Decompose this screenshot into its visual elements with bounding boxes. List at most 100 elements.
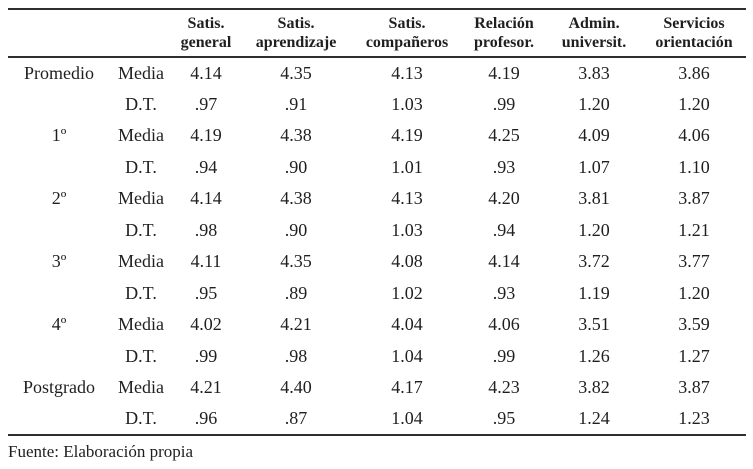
stat-label: D.T. bbox=[110, 403, 172, 436]
table-cell: 3.59 bbox=[678, 314, 710, 335]
table-cell: 4.14 bbox=[190, 188, 222, 209]
table-cell: 4.04 bbox=[391, 314, 423, 335]
table-cell: 4.02 bbox=[190, 314, 222, 335]
table-cell: .96 bbox=[172, 403, 240, 436]
table-cell: .98 bbox=[194, 219, 218, 240]
table-cell: .87 bbox=[240, 403, 352, 436]
satisfaction-statistics-table: Satis. general Satis. aprendizaje Satis. co… bbox=[8, 8, 746, 436]
table-cell: .90 bbox=[284, 219, 308, 240]
table-row-promedio-media: Promedio Media 4.14 4.35 4.13 4.19 3.83 … bbox=[8, 57, 746, 89]
table-cell: 3.82 bbox=[578, 377, 610, 398]
column-header-line: general bbox=[180, 34, 232, 51]
table-cell: .98 bbox=[284, 345, 308, 366]
column-header-satis-aprendizaje: Satis. aprendizaje bbox=[240, 8, 352, 58]
stat-label: Media bbox=[118, 251, 164, 272]
table-cell: 4.11 bbox=[190, 251, 222, 272]
column-header-line: aprendizaje bbox=[255, 34, 337, 51]
stat-label: Media bbox=[118, 314, 164, 335]
table-cell: .94 bbox=[492, 219, 516, 240]
column-header-satis-general: Satis. general bbox=[172, 8, 240, 58]
table-row-3-media: 3º Media 4.11 4.35 4.08 4.14 3.72 3.77 bbox=[8, 246, 746, 278]
stat-label: Media bbox=[118, 62, 164, 83]
table-cell: 4.25 bbox=[488, 125, 520, 146]
table-cell: 3.87 bbox=[678, 188, 710, 209]
table-cell: 3.51 bbox=[578, 314, 610, 335]
header-row: Satis. general Satis. aprendizaje Satis. co… bbox=[8, 8, 746, 58]
source-note: Fuente: Elaboración propia bbox=[8, 442, 194, 461]
table-row-postgrado-media: Postgrado Media 4.21 4.40 4.17 4.23 3.82… bbox=[8, 372, 746, 404]
table-cell: 1.20 bbox=[578, 93, 610, 114]
table-cell: .95 bbox=[462, 403, 546, 436]
table-cell: 4.19 bbox=[488, 62, 520, 83]
table-cell: 4.14 bbox=[488, 251, 520, 272]
table-cell: 1.26 bbox=[578, 345, 610, 366]
table-cell: 3.81 bbox=[578, 188, 610, 209]
table-row-promedio-dt: D.T. .97 .91 1.03 .99 1.20 1.20 bbox=[8, 89, 746, 121]
column-header-line: profesor. bbox=[474, 34, 534, 51]
column-header-line: Admin. bbox=[568, 15, 620, 32]
row-group-label bbox=[8, 403, 110, 436]
row-group-label: Postgrado bbox=[23, 377, 95, 398]
column-header-line: Relación bbox=[474, 15, 534, 32]
table-cell: 1.20 bbox=[578, 219, 610, 240]
table-cell: 4.23 bbox=[488, 377, 520, 398]
table-cell: .93 bbox=[492, 282, 516, 303]
table-cell: 4.38 bbox=[280, 188, 312, 209]
table-row-4-dt: D.T. .99 .98 1.04 .99 1.26 1.27 bbox=[8, 341, 746, 373]
table-cell: .97 bbox=[194, 93, 218, 114]
stat-label: Media bbox=[118, 125, 164, 146]
table-cell: 1.21 bbox=[678, 219, 710, 240]
stat-label: Media bbox=[118, 188, 164, 209]
table-cell: 1.20 bbox=[678, 282, 710, 303]
table-cell: 1.02 bbox=[391, 282, 423, 303]
table-cell: 4.35 bbox=[280, 62, 312, 83]
table-cell: .90 bbox=[284, 156, 308, 177]
column-header-satis-companeros: Satis. compañeros bbox=[352, 8, 462, 58]
column-header-line: compañeros bbox=[365, 34, 449, 51]
table-row-3-dt: D.T. .95 .89 1.02 .93 1.19 1.20 bbox=[8, 278, 746, 310]
table-cell: 1.20 bbox=[678, 93, 710, 114]
table-cell: 4.06 bbox=[488, 314, 520, 335]
table-row-2-dt: D.T. .98 .90 1.03 .94 1.20 1.21 bbox=[8, 215, 746, 247]
table-cell: .99 bbox=[194, 345, 218, 366]
table-row-1-dt: D.T. .94 .90 1.01 .93 1.07 1.10 bbox=[8, 152, 746, 184]
column-header-line: Satis. bbox=[277, 15, 315, 32]
table-cell: .89 bbox=[284, 282, 308, 303]
table-cell: 1.10 bbox=[678, 156, 710, 177]
table-cell: 3.77 bbox=[678, 251, 710, 272]
stat-label: D.T. bbox=[125, 156, 157, 177]
header-spacer-stat bbox=[110, 8, 172, 58]
table-cell: 4.35 bbox=[280, 251, 312, 272]
table-cell: .91 bbox=[284, 93, 308, 114]
column-header-line: orientación bbox=[655, 34, 733, 51]
table-cell: 4.13 bbox=[391, 62, 423, 83]
table-cell: 4.13 bbox=[391, 188, 423, 209]
row-group-label bbox=[8, 341, 110, 373]
table-row-2-media: 2º Media 4.14 4.38 4.13 4.20 3.81 3.87 bbox=[8, 183, 746, 215]
column-header-line: Satis. bbox=[388, 15, 426, 32]
table-cell: 3.83 bbox=[578, 62, 610, 83]
stat-label: D.T. bbox=[125, 93, 157, 114]
row-group-label bbox=[8, 215, 110, 247]
table-cell: 4.19 bbox=[391, 125, 423, 146]
row-group-label: 2º bbox=[51, 188, 67, 209]
table-cell: 1.07 bbox=[578, 156, 610, 177]
table-cell: 3.86 bbox=[678, 62, 710, 83]
table-cell: 4.40 bbox=[280, 377, 312, 398]
row-group-label bbox=[8, 278, 110, 310]
table-cell: 1.03 bbox=[391, 219, 423, 240]
table-cell: 1.27 bbox=[678, 345, 710, 366]
table-cell: .99 bbox=[492, 345, 516, 366]
row-group-label: Promedio bbox=[24, 62, 94, 83]
table-cell: 4.08 bbox=[391, 251, 423, 272]
column-header-line: Satis. bbox=[187, 15, 225, 32]
header-spacer-label bbox=[8, 8, 110, 58]
stat-label: D.T. bbox=[125, 282, 157, 303]
table-cell: 4.17 bbox=[391, 377, 423, 398]
column-header-relacion-profesor: Relación profesor. bbox=[462, 8, 546, 58]
row-group-label: 4º bbox=[51, 314, 67, 335]
table-cell: 3.72 bbox=[578, 251, 610, 272]
row-group-label bbox=[8, 152, 110, 184]
table-cell: 4.21 bbox=[190, 377, 222, 398]
